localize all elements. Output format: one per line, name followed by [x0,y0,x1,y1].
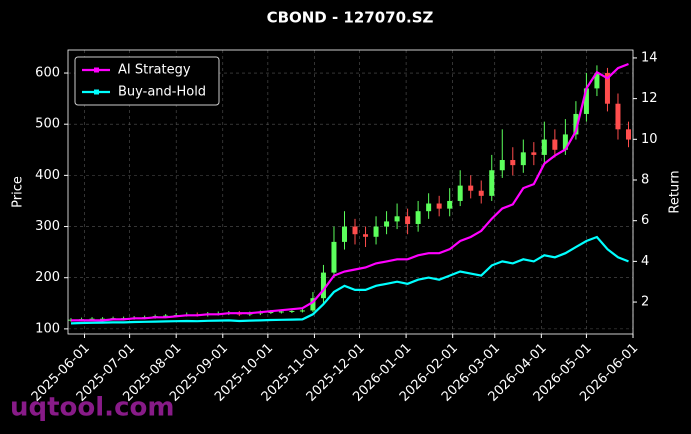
candle-body [384,221,390,227]
y2-tick-label: 4 [641,254,649,269]
y-axis-label: Price [11,176,26,208]
candle-body [289,310,295,312]
candle-body [405,216,411,224]
candle-body [163,315,169,317]
watermark: uqtool.com [10,393,174,423]
y-tick-label: 300 [35,219,60,234]
y2-tick-label: 2 [641,295,649,310]
candle-body [573,113,579,135]
legend-label: AI Strategy [118,63,191,78]
y-tick-label: 500 [35,117,60,132]
candle-body [278,311,284,313]
y2-tick-label: 12 [641,91,658,106]
candle-body [415,211,421,224]
candle-body [478,190,484,196]
candle-body [510,160,516,166]
candle-body [583,88,589,114]
candle-body [320,272,326,299]
candle-body [373,226,379,237]
candle-body [499,160,505,171]
candle-body [541,139,547,155]
candle-body [447,200,453,209]
candle-body [310,298,316,311]
legend-marker [94,89,99,95]
candle-body [520,152,526,166]
y2-axis-label: Return [668,170,683,213]
y2-tick-label: 10 [641,132,658,147]
candle-body [100,318,106,320]
candle-body [604,73,610,104]
y-tick-label: 200 [35,270,60,285]
candle-body [489,170,495,196]
chart-title: CBOND - 127070.SZ [267,9,434,27]
return-line [70,235,629,325]
y2-tick-label: 6 [641,213,649,228]
candle-body [436,203,442,209]
y-tick-label: 100 [35,321,60,336]
candle-body [341,226,347,242]
candle-body [457,185,463,201]
return-line [71,62,629,322]
candle-body [615,103,621,130]
candle-body [531,152,537,155]
candle-body [394,216,400,222]
candle-body [89,318,95,320]
candle-body [331,241,337,273]
candle-body [562,134,568,150]
candle-body [268,311,274,313]
candle-body [352,226,358,235]
legend-label: Buy-and-Hold [118,85,206,100]
candle-body [299,310,305,312]
candle-body [594,73,600,89]
candle-body [468,185,474,191]
plot-frame [67,49,634,335]
y2-tick-label: 8 [641,172,649,187]
y-tick-label: 600 [35,66,60,81]
candle-body [363,234,369,237]
candle-body [552,139,558,150]
y2-tick-label: 14 [641,50,658,65]
candle-body [426,203,432,212]
legend-marker [94,67,99,73]
legend-box [74,56,220,106]
y-tick-label: 400 [35,168,60,183]
candle-body [625,129,631,140]
